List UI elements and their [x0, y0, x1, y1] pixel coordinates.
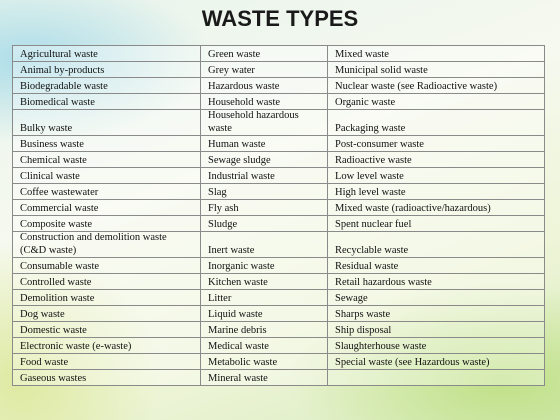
- table-row: Agricultural waste Green waste Mixed waste: [12, 45, 545, 62]
- table-cell: Retail hazardous waste: [327, 273, 545, 290]
- table-cell: Special waste (see Hazardous waste): [327, 353, 545, 370]
- table-cell: Kitchen waste: [200, 273, 328, 290]
- table-row: Commercial waste Fly ash Mixed waste (radi…: [12, 199, 545, 216]
- table-cell: Residual waste: [327, 257, 545, 274]
- table-cell: Coffee wastewater: [12, 183, 201, 200]
- table-row: Coffee wastewater Slag High level waste: [12, 183, 545, 200]
- table-cell: Slaughterhouse waste: [327, 337, 545, 354]
- table-row: Electronic waste (e-waste) Medical waste S…: [12, 337, 545, 354]
- table-cell: Inert waste: [200, 231, 328, 258]
- table-row: Consumable waste Inorganic waste Residual …: [12, 257, 545, 274]
- table-cell: Chemical waste: [12, 151, 201, 168]
- table-cell: Mixed waste: [327, 45, 545, 62]
- table-cell: Controlled waste: [12, 273, 201, 290]
- table-cell: Packaging waste: [327, 109, 545, 136]
- table-cell: Sludge: [200, 215, 328, 232]
- table-cell: Dog waste: [12, 305, 201, 322]
- table-cell: Agricultural waste: [12, 45, 201, 62]
- table-cell: Low level waste: [327, 167, 545, 184]
- table-cell: Human waste: [200, 135, 328, 152]
- table-cell: Nuclear waste (see Radioactive waste): [327, 77, 545, 94]
- table-cell: Consumable waste: [12, 257, 201, 274]
- table-cell: Biodegradable waste: [12, 77, 201, 94]
- table-cell: High level waste: [327, 183, 545, 200]
- table-cell: Litter: [200, 289, 328, 306]
- table-cell: Gaseous wastes: [12, 369, 201, 386]
- table-cell: Radioactive waste: [327, 151, 545, 168]
- table-row: Construction and demolition waste (C&D w…: [12, 231, 545, 258]
- table-row: Biodegradable waste Hazardous waste Nuclea…: [12, 77, 545, 94]
- table-cell: Marine debris: [200, 321, 328, 338]
- table-row: Controlled waste Kitchen waste Retail haza…: [12, 273, 545, 290]
- table-cell: Industrial waste: [200, 167, 328, 184]
- table-cell: Sharps waste: [327, 305, 545, 322]
- table-cell: Sewage: [327, 289, 545, 306]
- table-cell: Medical waste: [200, 337, 328, 354]
- table-cell: Mixed waste (radioactive/hazardous): [327, 199, 545, 216]
- table-cell: Spent nuclear fuel: [327, 215, 545, 232]
- table-row: Composite waste Sludge Spent nuclear fuel: [12, 215, 545, 232]
- table-cell: Household hazardous waste: [200, 109, 328, 136]
- table-cell: Liquid waste: [200, 305, 328, 322]
- table-cell: Slag: [200, 183, 328, 200]
- table-cell: Post-consumer waste: [327, 135, 545, 152]
- table-cell: Recyclable waste: [327, 231, 545, 258]
- table-cell: Sewage sludge: [200, 151, 328, 168]
- table-row: Business waste Human waste Post-consumer w…: [12, 135, 545, 152]
- table-cell: Food waste: [12, 353, 201, 370]
- table-row: Biomedical waste Household waste Organic w…: [12, 93, 545, 110]
- table-cell: Business waste: [12, 135, 201, 152]
- table-cell: Grey water: [200, 61, 328, 78]
- table-cell: Green waste: [200, 45, 328, 62]
- table-row: Bulky waste Household hazardous waste Pack…: [12, 109, 545, 136]
- table-cell: Bulky waste: [12, 109, 201, 136]
- table-cell: [327, 369, 545, 386]
- table-cell: Mineral waste: [200, 369, 328, 386]
- title: WASTE TYPES: [201, 6, 359, 31]
- table-cell: Inorganic waste: [200, 257, 328, 274]
- table-cell: Composite waste: [12, 215, 201, 232]
- waste-table: Agricultural waste Green waste Mixed waste…: [12, 45, 545, 386]
- table-cell: Hazardous waste: [200, 77, 328, 94]
- table-row: Food waste Metabolic waste Special waste (…: [12, 353, 545, 370]
- table-row: Clinical waste Industrial waste Low level …: [12, 167, 545, 184]
- table-cell: Household waste: [200, 93, 328, 110]
- table-row: Domestic waste Marine debris Ship disposal: [12, 321, 545, 338]
- table-cell: Ship disposal: [327, 321, 545, 338]
- table-cell: Commercial waste: [12, 199, 201, 216]
- table-cell: Electronic waste (e-waste): [12, 337, 201, 354]
- table-cell: Domestic waste: [12, 321, 201, 338]
- table-cell: Biomedical waste: [12, 93, 201, 110]
- table-cell: Demolition waste: [12, 289, 201, 306]
- table-row: Dog waste Liquid waste Sharps waste: [12, 305, 545, 322]
- table-row: Demolition waste Litter Sewage: [12, 289, 545, 306]
- table-cell: Fly ash: [200, 199, 328, 216]
- table-cell: Animal by-products: [12, 61, 201, 78]
- table-row: Animal by-products Grey water Municipal so…: [12, 61, 545, 78]
- table-cell: Metabolic waste: [200, 353, 328, 370]
- table-cell: Municipal solid waste: [327, 61, 545, 78]
- table-cell: Organic waste: [327, 93, 545, 110]
- table-row: Chemical waste Sewage sludge Radioactive w…: [12, 151, 545, 168]
- table-cell: Clinical waste: [12, 167, 201, 184]
- table-cell: Construction and demolition waste (C&D w…: [12, 231, 201, 258]
- table-row: Gaseous wastes Mineral waste: [12, 369, 545, 386]
